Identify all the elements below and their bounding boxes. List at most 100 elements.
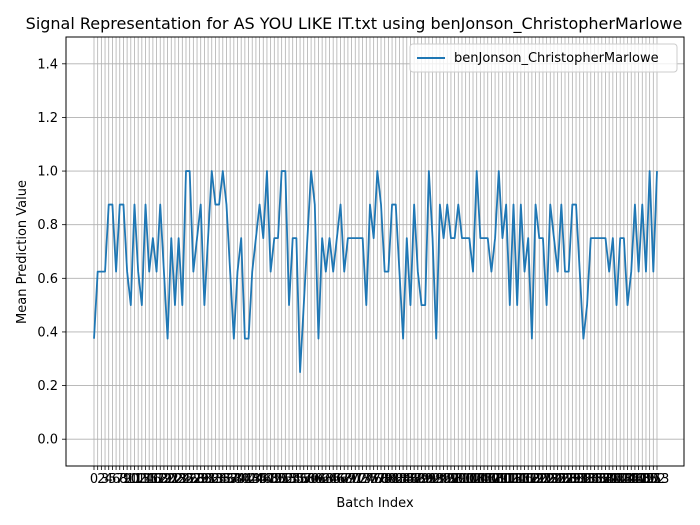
x-tick-label: 62	[314, 472, 331, 487]
x-tick-label: 129	[556, 472, 581, 487]
x-tick-label: 102	[457, 472, 482, 487]
x-tick-label: 16	[145, 472, 162, 487]
x-tick-label: 77	[369, 472, 386, 487]
x-tick-label: 136	[582, 472, 607, 487]
x-tick-label: 72	[351, 472, 368, 487]
x-tick-label: 55	[288, 472, 305, 487]
x-tick-label: 149	[630, 472, 655, 487]
y-tick-label: 0.2	[37, 379, 58, 394]
x-tick-label: 13	[134, 472, 151, 487]
x-axis-label: Batch Index	[336, 496, 414, 511]
y-axis-label: Mean Prediction Value	[15, 180, 30, 324]
legend-label: benJonson_ChristopherMarlowe	[454, 51, 659, 66]
x-tick-label: 127	[549, 472, 574, 487]
x-tick-label: 66	[329, 472, 346, 487]
x-tick-label: 29	[192, 472, 209, 487]
x-tick-label: 8	[119, 472, 127, 487]
x-tick-label: 80	[380, 472, 397, 487]
x-tick-label: 22	[167, 472, 184, 487]
x-tick-label: 59	[303, 472, 320, 487]
x-tick-label: 99	[450, 472, 467, 487]
x-tick-label: 128	[553, 472, 578, 487]
x-tick-label: 153	[645, 472, 670, 487]
x-tick-label: 3	[101, 472, 109, 487]
x-tick-label: 25	[178, 472, 195, 487]
y-tick-label: 1.2	[37, 111, 58, 126]
x-tick-label: 147	[623, 472, 648, 487]
x-tick-label: 7	[116, 472, 124, 487]
x-tick-label: 115	[505, 472, 530, 487]
x-tick-label: 37	[222, 472, 239, 487]
y-tick-label: 0.8	[37, 218, 58, 233]
plot-frame	[65, 36, 685, 467]
x-tick-label: 9	[123, 472, 131, 487]
x-tick-label: 73	[354, 472, 371, 487]
x-tick-label: 93	[428, 472, 445, 487]
x-tick-label: 132	[567, 472, 592, 487]
x-tick-label: 30	[196, 472, 213, 487]
x-tick-label: 137	[586, 472, 611, 487]
x-tick-label: 150	[634, 472, 659, 487]
x-tick-label: 85	[399, 472, 416, 487]
x-tick-label: 121	[527, 472, 552, 487]
x-tick-label: 97	[443, 472, 460, 487]
x-tick-label: 48	[262, 472, 279, 487]
x-tick-label: 64	[321, 472, 338, 487]
x-tick-label: 67	[332, 472, 349, 487]
x-tick-label: 50	[270, 472, 287, 487]
x-tick-label: 103	[461, 472, 486, 487]
x-tick-label: 113	[497, 472, 522, 487]
x-tick-label: 68	[336, 472, 353, 487]
x-tick-label: 70	[343, 472, 360, 487]
x-tick-label: 101	[453, 472, 478, 487]
x-tick-label: 14	[137, 472, 154, 487]
x-tick-label: 10	[123, 472, 140, 487]
x-tick-label: 139	[593, 472, 618, 487]
x-tick-label: 15	[141, 472, 158, 487]
x-tick-label: 140	[597, 472, 622, 487]
x-tick-label: 39	[229, 472, 246, 487]
x-tick-label: 38	[226, 472, 243, 487]
x-tick-label: 40	[233, 472, 250, 487]
x-tick-label: 152	[641, 472, 666, 487]
x-tick-label: 111	[490, 472, 515, 487]
x-tick-label: 32	[203, 472, 220, 487]
x-tick-label: 89	[413, 472, 430, 487]
x-tick-label: 144	[611, 472, 636, 487]
x-tick-label: 84	[395, 472, 412, 487]
x-tick-label: 135	[578, 472, 603, 487]
x-tick-label: 108	[479, 472, 504, 487]
x-tick-label: 131	[564, 472, 589, 487]
x-tick-label: 69	[340, 472, 357, 487]
x-tick-label: 36	[218, 472, 235, 487]
x-tick-label: 81	[384, 472, 401, 487]
x-tick-label: 90	[417, 472, 434, 487]
x-tick-label: 120	[523, 472, 548, 487]
x-tick-label: 12	[130, 472, 147, 487]
x-tick-label: 60	[307, 472, 324, 487]
x-tick-label: 109	[483, 472, 508, 487]
x-tick-label: 23	[170, 472, 187, 487]
x-tick-label: 45	[251, 472, 268, 487]
x-tick-label: 116	[508, 472, 533, 487]
x-tick-label: 35	[215, 472, 232, 487]
x-tick-label: 17	[148, 472, 165, 487]
x-tick-label: 71	[347, 472, 364, 487]
x-tick-label: 94	[432, 472, 449, 487]
x-tick-label: 125	[542, 472, 567, 487]
x-tick-label: 96	[439, 472, 456, 487]
x-tick-label: 145	[615, 472, 640, 487]
x-tick-label: 6	[112, 472, 120, 487]
x-tick-label: 112	[494, 472, 519, 487]
series-layer	[93, 170, 658, 374]
x-tick-label: 31	[200, 472, 217, 487]
y-tick-label: 0.6	[37, 272, 58, 287]
x-tick-label: 143	[608, 472, 633, 487]
x-tick-label: 123	[534, 472, 559, 487]
x-tick-label: 141	[600, 472, 625, 487]
y-tick-label: 0.4	[37, 325, 58, 340]
x-tick-label: 34	[211, 472, 228, 487]
x-tick-label: 4	[105, 472, 113, 487]
x-tick-label: 61	[310, 472, 327, 487]
